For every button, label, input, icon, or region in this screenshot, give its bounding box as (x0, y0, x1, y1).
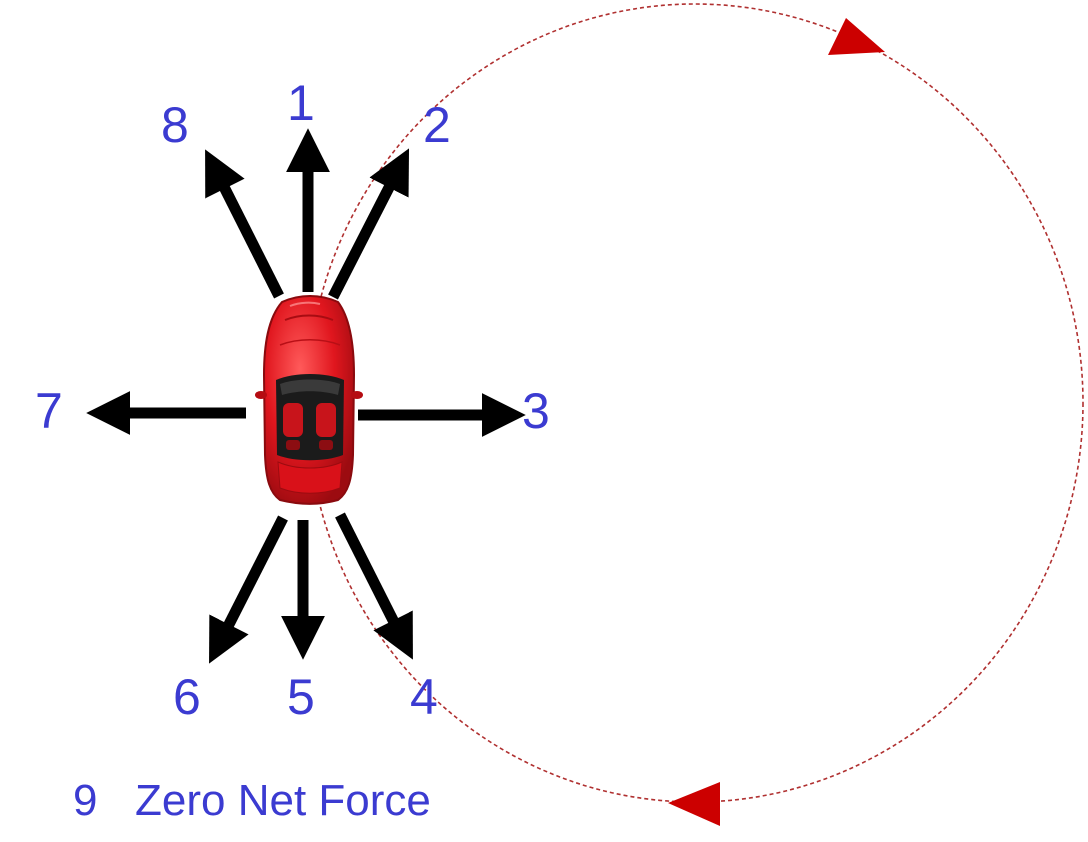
arrow-2 (328, 148, 410, 300)
arrow-8 (205, 149, 284, 299)
label-8: 8 (161, 97, 189, 153)
label-4: 4 (410, 669, 438, 725)
force-arrows (86, 128, 526, 664)
label-7: 7 (35, 383, 63, 439)
car-icon (255, 295, 363, 505)
arrow-4 (335, 512, 413, 660)
label-3: 3 (522, 383, 550, 439)
label-2: 2 (423, 97, 451, 153)
path-arrowhead-bottom-icon (668, 782, 720, 826)
arrow-6 (209, 515, 288, 664)
label-1: 1 (287, 75, 315, 131)
label-9: 9 (73, 776, 97, 825)
path-arrowhead-top-icon (828, 18, 885, 55)
zero-net-force-caption: Zero Net Force (135, 776, 431, 825)
label-6: 6 (173, 669, 201, 725)
label-5: 5 (287, 669, 315, 725)
